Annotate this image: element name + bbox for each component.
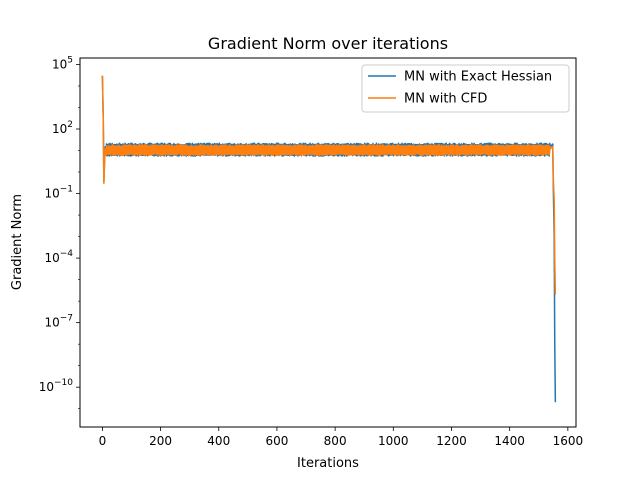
x-tick-label: 400 (207, 434, 230, 448)
y-tick-label: 10−10 (39, 378, 74, 394)
series-exact-hessian (101, 75, 557, 403)
x-tick-label: 800 (324, 434, 347, 448)
y-tick-label: 10−4 (44, 249, 73, 265)
y-axis-label: Gradient Norm (10, 194, 25, 290)
y-tick-label: 10−7 (44, 314, 73, 330)
legend-label-exact-hessian: MN with Exact Hessian (404, 70, 552, 85)
series-layer (101, 75, 557, 403)
x-tick-label: 1400 (494, 434, 525, 448)
legend: MN with Exact Hessian MN with CFD (361, 64, 570, 113)
series-cfd (101, 75, 557, 295)
x-axis-label: Iterations (297, 456, 359, 471)
plot-frame (79, 57, 577, 428)
x-tick-label: 200 (149, 434, 172, 448)
y-tick-label: 102 (52, 120, 73, 136)
x-tick-label: 600 (265, 434, 288, 448)
x-tick-label: 1200 (436, 434, 467, 448)
x-tick-label: 0 (99, 434, 107, 448)
x-tick-label: 1000 (378, 434, 409, 448)
legend-box (361, 64, 570, 113)
y-tick-label: 105 (52, 55, 73, 71)
legend-label-cfd: MN with CFD (404, 92, 487, 107)
chart-title: Gradient Norm over iterations (208, 34, 448, 53)
x-tick-label: 1600 (553, 434, 584, 448)
x-axis-ticks: 0 200 400 600 800 1000 1200 1400 1600 (99, 427, 584, 448)
y-tick-label: 10−1 (44, 185, 73, 201)
y-axis-ticks: 105 102 10−1 10−4 10−7 10−10 (39, 55, 80, 410)
